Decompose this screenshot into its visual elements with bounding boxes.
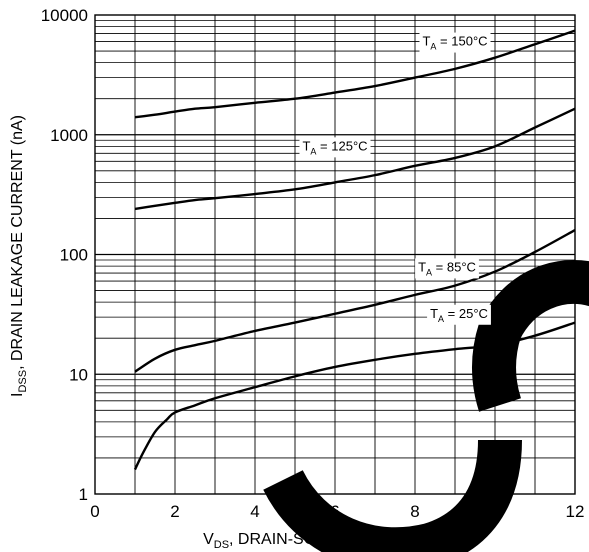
series-label: TA = 150°C bbox=[419, 32, 491, 53]
series-labels: TA = 150°C TA = 125°C TA = 85°C TA = 25°C bbox=[299, 32, 491, 325]
x-tick-label: 0 bbox=[90, 502, 99, 521]
series-label-background bbox=[415, 258, 479, 279]
y-tick-label: 10000 bbox=[41, 6, 88, 25]
y-tick-label: 1 bbox=[79, 485, 88, 504]
plot-frame bbox=[94, 14, 576, 495]
x-tick-labels: 0 2 4 6 8 10 12 bbox=[90, 502, 584, 521]
y-tick-label: 100 bbox=[60, 246, 88, 265]
series-label-background bbox=[419, 32, 491, 53]
x-tick-label: 12 bbox=[566, 502, 585, 521]
series-line bbox=[133, 321, 576, 471]
x-tick-label: 2 bbox=[170, 502, 179, 521]
series-line bbox=[134, 229, 576, 373]
series-label: TA = 25°C bbox=[427, 304, 491, 325]
y-tick-label: 10 bbox=[69, 365, 88, 384]
series-label-background bbox=[299, 137, 371, 158]
x-tick-label: 6 bbox=[330, 502, 339, 521]
y-tick-label: 1000 bbox=[50, 126, 88, 145]
watermark-arc-lower bbox=[263, 439, 522, 552]
series-label-text: TA = 125°C bbox=[302, 138, 367, 156]
series-label-text: TA = 150°C bbox=[422, 34, 487, 52]
series-line bbox=[134, 107, 576, 211]
y-tick-labels: 1 10 100 1000 10000 bbox=[41, 6, 88, 504]
series-label-text: TA = 85°C bbox=[418, 259, 476, 277]
series-label-background bbox=[427, 304, 491, 325]
x-tick-label: 8 bbox=[410, 502, 419, 521]
y-axis-label: IDSS, DRAIN LEAKAGE CURRENT (nA) bbox=[9, 115, 29, 397]
x-tick-label: 4 bbox=[250, 502, 259, 521]
grid bbox=[95, 15, 575, 494]
series-label: TA = 85°C bbox=[415, 258, 479, 279]
series-line bbox=[134, 29, 576, 119]
series-lines bbox=[133, 29, 576, 471]
x-tick-label: 10 bbox=[486, 502, 505, 521]
x-axis-label: VDS, DRAIN-SOURCE VOLTAGE (V) bbox=[203, 531, 465, 551]
series-label-text: TA = 25°C bbox=[430, 306, 488, 324]
series-label: TA = 125°C bbox=[299, 137, 371, 158]
